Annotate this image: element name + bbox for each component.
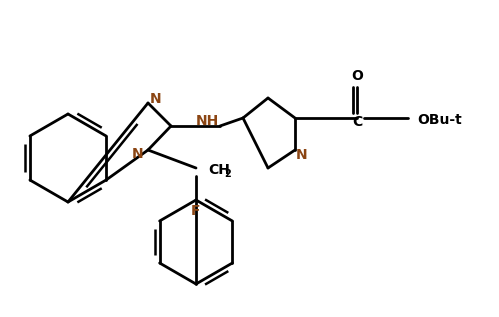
Text: F: F (191, 204, 201, 218)
Text: OBu-t: OBu-t (418, 113, 463, 127)
Text: O: O (351, 69, 363, 83)
Text: N: N (150, 92, 162, 106)
Text: N: N (296, 148, 308, 162)
Text: 2: 2 (224, 169, 231, 179)
Text: CH: CH (208, 163, 230, 177)
Text: N: N (132, 147, 144, 161)
Text: C: C (352, 115, 362, 129)
Text: NH: NH (196, 114, 219, 128)
